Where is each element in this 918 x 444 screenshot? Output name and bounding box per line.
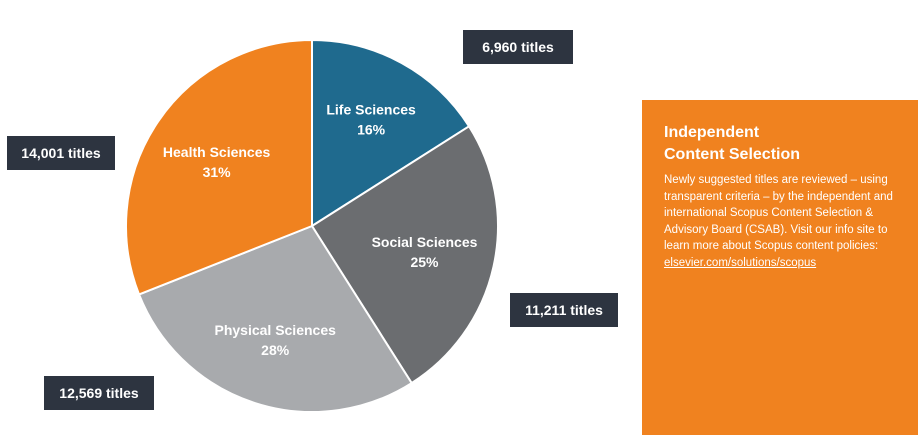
info-title: Independent Content Selection [664, 122, 900, 166]
info-body-text: Newly suggested titles are reviewed – us… [664, 174, 893, 252]
slice-label: Health Sciences [163, 144, 271, 160]
info-title-line1: Independent [664, 122, 900, 144]
slice-percent-label: 16% [357, 121, 386, 137]
callout-life-sciences: 6,960 titles [463, 30, 573, 64]
slice-label: Social Sciences [372, 234, 478, 250]
scopus-link[interactable]: elsevier.com/solutions/scopus [664, 257, 816, 269]
callout-social-sciences: 11,211 titles [510, 293, 618, 327]
slice-percent-label: 31% [203, 164, 232, 180]
slice-percent-label: 28% [261, 342, 290, 358]
slice-label: Physical Sciences [214, 322, 336, 338]
info-box: Independent Content Selection Newly sugg… [642, 100, 918, 435]
callout-physical-sciences: 12,569 titles [44, 376, 154, 410]
info-body: Newly suggested titles are reviewed – us… [664, 172, 900, 271]
info-title-line2: Content Selection [664, 144, 900, 166]
slice-percent-label: 25% [410, 254, 439, 270]
slice-label: Life Sciences [326, 101, 416, 117]
callout-health-sciences: 14,001 titles [7, 136, 115, 170]
